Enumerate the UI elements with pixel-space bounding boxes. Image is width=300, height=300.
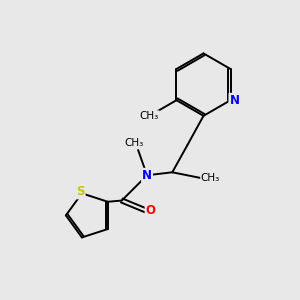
Text: N: N — [230, 94, 239, 107]
Text: O: O — [146, 204, 156, 218]
Text: CH₃: CH₃ — [201, 173, 220, 183]
Text: N: N — [142, 169, 152, 182]
Text: CH₃: CH₃ — [140, 111, 159, 121]
Text: CH₃: CH₃ — [124, 139, 143, 148]
Text: S: S — [76, 185, 85, 198]
